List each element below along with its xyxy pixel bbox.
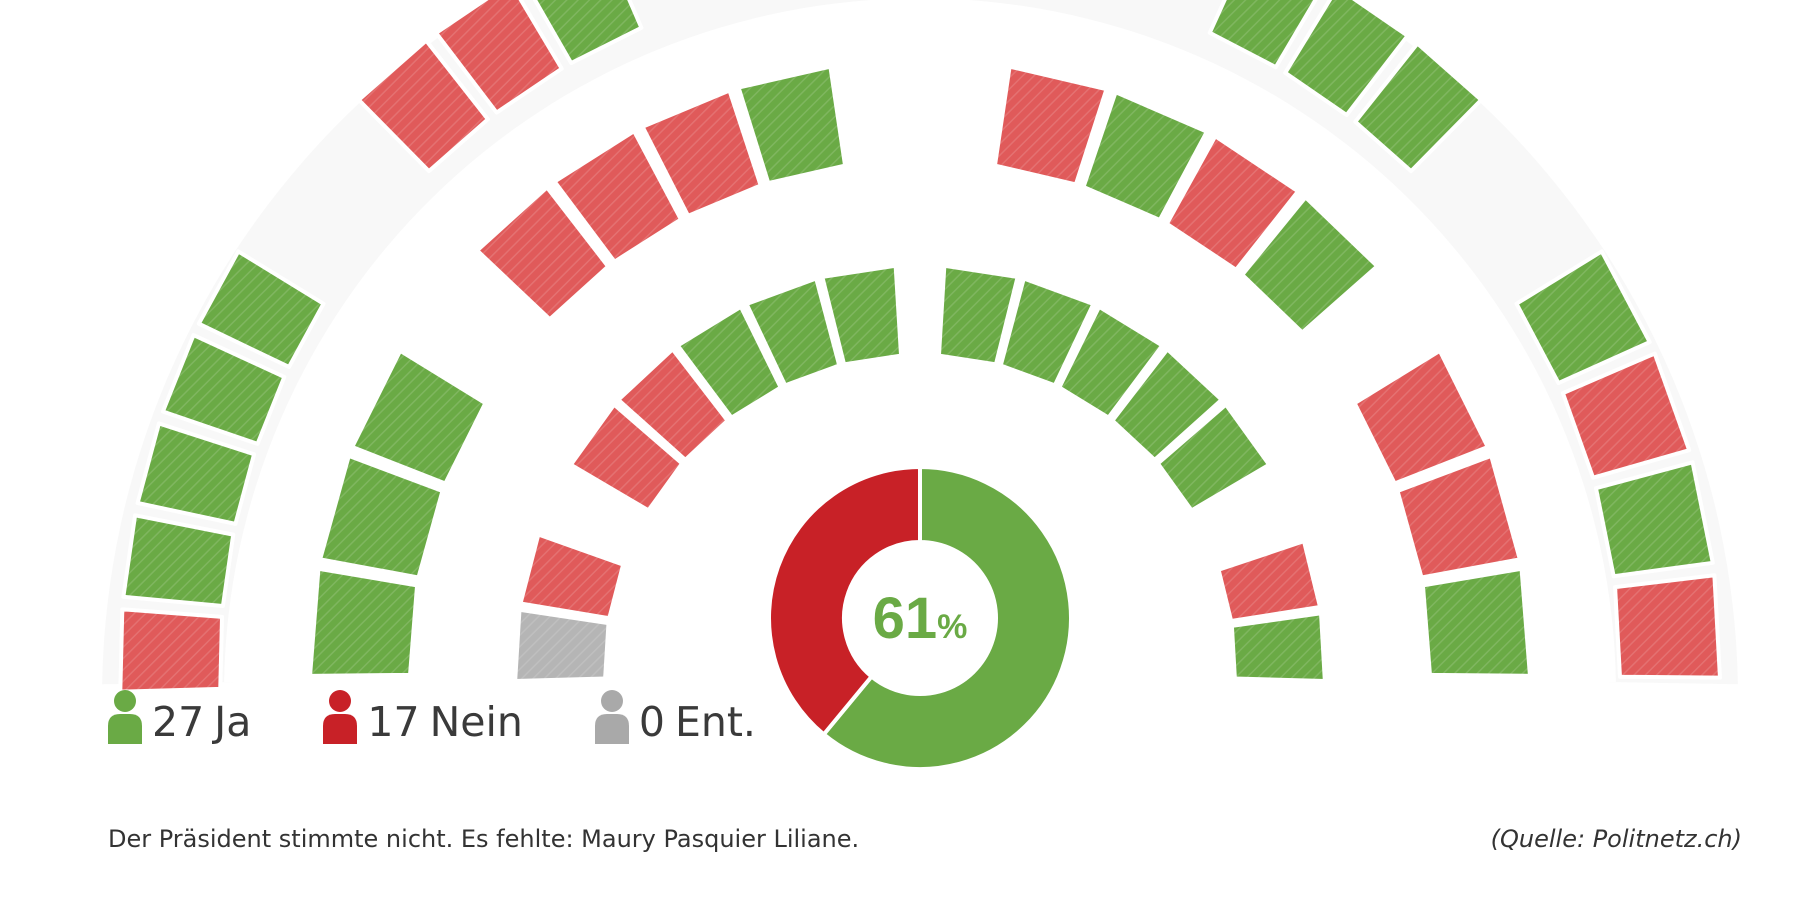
seat-texture bbox=[320, 455, 443, 578]
donut-hole bbox=[846, 544, 994, 692]
seat-texture bbox=[1242, 197, 1378, 333]
person-no-icon bbox=[323, 690, 358, 744]
seat-texture bbox=[938, 265, 1018, 365]
seat-texture bbox=[822, 265, 902, 365]
seat-texture bbox=[1355, 43, 1482, 172]
percent-value: 61 bbox=[873, 586, 938, 651]
percent-sign: % bbox=[937, 608, 967, 646]
seat-texture bbox=[1231, 613, 1325, 681]
seat-texture bbox=[1157, 404, 1270, 511]
seat-texture bbox=[677, 306, 781, 418]
seat-texture bbox=[1218, 541, 1321, 621]
legend-no-label: Nein bbox=[429, 698, 523, 746]
seat-texture bbox=[1354, 350, 1488, 484]
seat-texture bbox=[436, 0, 562, 113]
seat-texture bbox=[1285, 0, 1408, 116]
donut-chart bbox=[767, 464, 1073, 771]
seat-texture bbox=[137, 423, 255, 524]
seat-texture bbox=[477, 187, 609, 320]
seat-texture bbox=[1000, 278, 1094, 386]
seat-texture bbox=[515, 609, 609, 681]
seat-texture bbox=[618, 349, 728, 460]
seat-texture bbox=[1516, 251, 1650, 384]
seat-texture bbox=[358, 40, 488, 172]
donut-slice-yes bbox=[820, 464, 1073, 771]
legend-abstain-label: Ent. bbox=[674, 698, 756, 746]
seat-texture bbox=[1615, 575, 1720, 678]
seat-texture bbox=[123, 515, 234, 606]
seat-texture bbox=[1166, 136, 1299, 270]
seat-texture bbox=[162, 335, 285, 444]
seat-texture bbox=[352, 350, 486, 484]
seat-texture bbox=[310, 568, 418, 676]
seat-texture bbox=[520, 534, 624, 619]
seat-texture bbox=[738, 66, 846, 184]
seat-texture bbox=[1059, 306, 1163, 418]
legend-yes-label: Ja bbox=[214, 698, 252, 746]
percent-label: 61% bbox=[873, 586, 968, 651]
source-credit: (Quelle: Politnetz.ch) bbox=[1490, 825, 1742, 853]
legend-yes: 27 Ja bbox=[108, 690, 261, 744]
legend-yes-count: 27 bbox=[152, 698, 205, 746]
legend: 27 Ja 17 Nein 0 Ent. bbox=[108, 690, 828, 744]
footnote: Der Präsident stimmte nicht. Es fehlte: … bbox=[108, 825, 860, 853]
seat-texture bbox=[1422, 568, 1530, 676]
seat-texture bbox=[1595, 462, 1713, 577]
legend-abstain: 0 Ent. bbox=[594, 690, 766, 746]
seat-texture bbox=[1562, 353, 1690, 478]
legend-no-count: 17 bbox=[367, 698, 420, 746]
person-abstain-icon bbox=[594, 690, 629, 744]
seat-texture bbox=[994, 66, 1107, 185]
person-yes-icon bbox=[108, 690, 142, 744]
seat-texture bbox=[198, 251, 324, 367]
seat-texture bbox=[570, 404, 683, 511]
seat-texture bbox=[1397, 455, 1520, 578]
seat-texture bbox=[534, 0, 642, 64]
seat-texture bbox=[554, 131, 681, 262]
seat-texture bbox=[1209, 0, 1316, 68]
seat-texture bbox=[746, 278, 840, 386]
seat-texture bbox=[1112, 349, 1222, 460]
legend-abstain-count: 0 bbox=[638, 698, 665, 746]
seat-texture bbox=[1083, 92, 1207, 220]
seat-texture bbox=[120, 609, 223, 692]
legend-no: 17 Nein bbox=[323, 690, 532, 744]
donut-slice-no bbox=[767, 464, 922, 738]
seat-texture bbox=[642, 90, 761, 216]
